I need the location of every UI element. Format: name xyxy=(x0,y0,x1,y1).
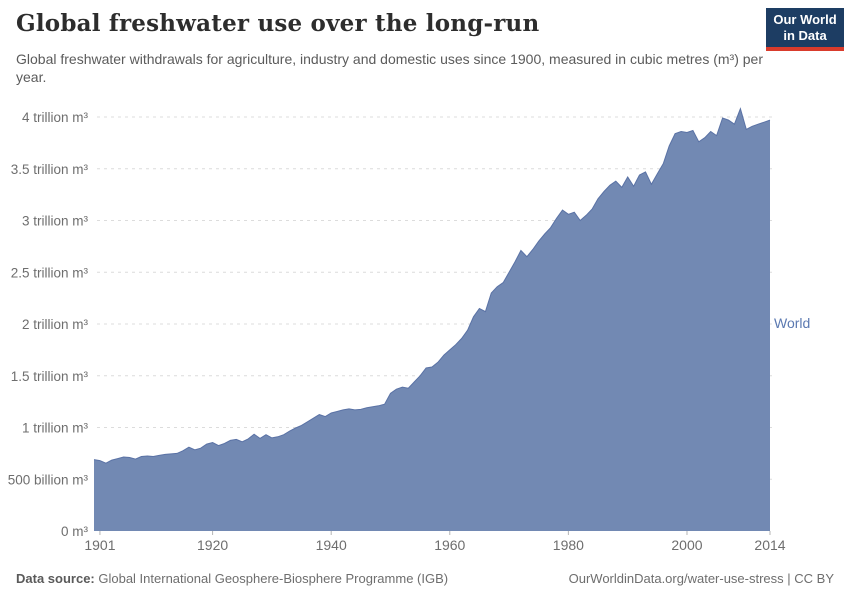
y-tick-label: 4 trillion m³ xyxy=(22,110,89,125)
y-tick-label: 500 billion m³ xyxy=(8,472,89,487)
owid-logo[interactable]: Our World in Data xyxy=(766,8,844,51)
x-tick-label: 1920 xyxy=(197,537,228,553)
world-area-topline xyxy=(93,107,771,464)
footer-license: OurWorldinData.org/water-use-stress | CC… xyxy=(569,571,834,586)
owid-url-link[interactable]: OurWorldinData.org/water-use-stress | CC… xyxy=(568,571,834,586)
logo-line-1: Our World xyxy=(773,12,837,27)
data-source: Data source: Global International Geosph… xyxy=(16,571,448,586)
data-source-label: Data source: xyxy=(16,571,95,586)
world-area-fill[interactable] xyxy=(94,108,770,531)
y-tick-label: 1.5 trillion m³ xyxy=(11,369,89,384)
x-tick-label: 1901 xyxy=(84,537,115,553)
y-tick-label: 0 m³ xyxy=(61,524,89,539)
page-title: Global freshwater use over the long-run xyxy=(16,10,540,37)
x-tick-label: 1980 xyxy=(553,537,584,553)
chart-subtitle: Global freshwater withdrawals for agricu… xyxy=(16,51,763,85)
logo-line-2: in Data xyxy=(783,28,827,43)
x-tick-label: 1960 xyxy=(434,537,465,553)
x-tick-label: 2000 xyxy=(671,537,702,553)
y-tick-label: 3 trillion m³ xyxy=(22,214,89,229)
y-tick-label: 1 trillion m³ xyxy=(22,421,89,436)
y-tick-label: 3.5 trillion m³ xyxy=(11,162,89,177)
chart-footer: Data source: Global International Geosph… xyxy=(16,571,834,586)
y-tick-label: 2.5 trillion m³ xyxy=(11,265,89,280)
y-tick-label: 2 trillion m³ xyxy=(22,317,89,332)
series-label-world[interactable]: World xyxy=(774,315,810,331)
x-tick-label: 2014 xyxy=(754,537,785,553)
data-source-value: Global International Geosphere-Biosphere… xyxy=(94,571,449,586)
x-tick-label: 1940 xyxy=(316,537,347,553)
